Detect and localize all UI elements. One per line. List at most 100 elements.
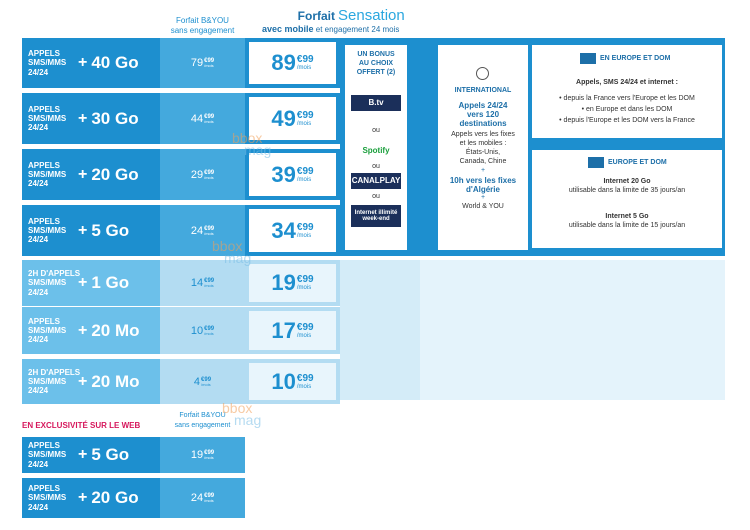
intl-detail: Appels vers les fixes <box>451 131 515 138</box>
web-byou-cell: 24 €99/mois <box>160 478 245 518</box>
price-cents: €99 <box>204 113 215 120</box>
eu-intro: Appels, SMS 24/24 et internet : <box>576 79 678 86</box>
price: 24 €99/mois <box>160 478 245 518</box>
plus: + <box>78 274 88 291</box>
price-cents: €99 <box>204 225 215 232</box>
light-panel-right <box>420 260 725 400</box>
plan-row: APPELS SMS/MMS 24/24 +30 Go <box>22 93 160 144</box>
size: 20 Mo <box>91 320 140 340</box>
price-cents: €99 <box>296 109 314 121</box>
price-suffix: €99/mois <box>296 109 314 127</box>
size: 5 Go <box>91 220 130 240</box>
price-suffix: €99/mois <box>204 450 214 460</box>
web-byou-cell: 19 €99/mois <box>160 437 245 473</box>
watermark: bbox <box>232 130 263 146</box>
eu-bullet: • depuis l'Europe et les DOM vers la Fra… <box>559 117 695 124</box>
plan-row: APPELS SMS/MMS 24/24 +20 Mo <box>22 307 160 354</box>
price-suffix: €99/mois <box>297 166 314 183</box>
price-cents: €99 <box>296 372 314 384</box>
price-euros: 34 <box>271 217 296 243</box>
byou-cell: 4 €99/mois <box>160 359 245 404</box>
size: 1 Go <box>91 273 130 292</box>
byou-cell: 29 €99/mois <box>160 149 245 200</box>
label-line: SMS/MMS <box>28 278 67 288</box>
byou-cell: 10 €99/mois <box>160 307 245 354</box>
label-line: SMS/MMS <box>28 169 67 179</box>
web-row: APPELS SMS/MMS 24/24 +5 Go <box>22 437 160 473</box>
sens-cell: 34 €99/mois <box>245 205 340 256</box>
price: 14 €99/mois <box>160 260 245 306</box>
row-size: +30 Go <box>78 93 158 144</box>
plus: + <box>78 54 88 71</box>
price-unit: /mois <box>296 232 312 239</box>
size: 20 Go <box>91 488 139 507</box>
byou-title: Forfait B&YOU <box>176 16 229 25</box>
row-size: +20 Go <box>78 149 158 200</box>
price-euros: 79 <box>190 57 204 69</box>
size: 30 Go <box>91 108 139 128</box>
price-euros: 4 <box>193 375 201 388</box>
web-byou-title: Forfait B&YOU <box>179 412 226 419</box>
label-line: SMS/MMS <box>28 493 67 503</box>
price-cents: €99 <box>296 274 314 285</box>
sens-box: 89 €99/mois <box>249 42 336 84</box>
plan-row: APPELS SMS/MMS 24/24 +20 Go <box>22 149 160 200</box>
price: 89 €99/mois <box>249 42 336 84</box>
sens-box: 17 €99/mois <box>249 311 336 350</box>
price-cents: €99 <box>296 321 314 333</box>
plan-row: 2H D'APPELS SMS/MMS 24/24 +20 Mo <box>22 359 160 404</box>
row-label: APPELS SMS/MMS 24/24 <box>28 93 66 144</box>
price-suffix: €99/mois <box>296 372 314 390</box>
price-euros: 10 <box>271 368 296 394</box>
price-euros: 14 <box>190 277 204 289</box>
byou-sub: sans engagement <box>170 26 235 35</box>
row-label: APPELS SMS/MMS 24/24 <box>28 38 66 88</box>
sens-cell: 10 €99/mois <box>245 359 340 404</box>
price-euros: 24 <box>190 492 204 504</box>
price-unit: /mois <box>201 381 211 387</box>
plan-row: APPELS SMS/MMS 24/24 +40 Go <box>22 38 160 88</box>
label-line: SMS/MMS <box>28 225 67 235</box>
row-label: APPELS SMS/MMS 24/24 <box>28 149 66 200</box>
plus: + <box>78 109 88 127</box>
price: 79 €99/mois <box>160 38 245 88</box>
price-unit: /mois <box>204 330 214 336</box>
sens-title: Forfait <box>297 9 335 23</box>
eu-bullet: • en Europe et dans les DOM <box>581 106 673 113</box>
price-unit: /mois <box>296 65 312 71</box>
price: 29 €99/mois <box>160 149 245 200</box>
bonus-or: ou <box>372 163 380 170</box>
row-label: APPELS SMS/MMS 24/24 <box>28 437 66 473</box>
label-line: 2H D'APPELS <box>28 269 81 279</box>
row-label: 2H D'APPELS SMS/MMS 24/24 <box>28 260 80 306</box>
plus: + <box>78 321 88 339</box>
price: 49 €99/mois <box>249 97 336 140</box>
intl-plus: + <box>480 194 486 201</box>
price-euros: 89 <box>271 50 296 75</box>
eu2-title: EUROPE ET DOM <box>608 159 667 166</box>
price: 34 €99/mois <box>249 209 336 252</box>
label-line: 24/24 <box>28 179 49 189</box>
price-suffix: €99/mois <box>204 170 214 180</box>
price-cents: €99 <box>204 325 215 332</box>
eu2-note: utilisable dans la limite de 15 jours/an <box>568 222 686 229</box>
label-line: 24/24 <box>28 386 49 396</box>
price-euros: 24 <box>190 224 204 237</box>
price: 4 €99/mois <box>160 359 245 404</box>
intl-detail: et les mobiles : <box>459 140 507 147</box>
intl-line: Appels 24/24 <box>458 101 508 110</box>
intl-plus: + <box>480 167 486 174</box>
price: 10 €99/mois <box>160 307 245 354</box>
intl-extra: d'Algérie <box>466 185 500 194</box>
row-size: +40 Go <box>78 38 158 88</box>
label-line: 2H D'APPELS <box>28 367 81 377</box>
label-line: 24/24 <box>28 67 49 77</box>
watermark: mag <box>244 142 272 158</box>
row-size: +5 Go <box>78 205 158 256</box>
sens-cell: 89 €99/mois <box>245 38 340 88</box>
plus: + <box>78 372 88 390</box>
price-unit: /mois <box>296 120 312 127</box>
bonus-option: Spotify <box>351 143 401 159</box>
eu2-name: Internet 5 Go <box>605 213 649 220</box>
